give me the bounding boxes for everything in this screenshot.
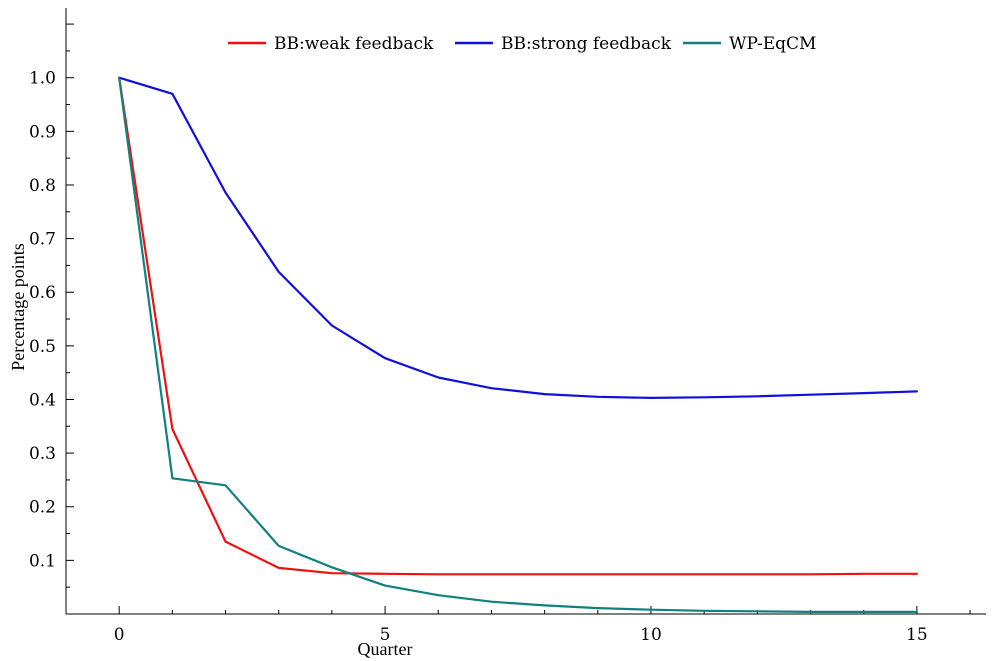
x-tick-label: 15	[906, 625, 928, 645]
legend-label-1: BB:weak feedback	[274, 34, 434, 54]
y-tick-label: 0.4	[29, 390, 56, 410]
x-tick-label: 5	[380, 625, 391, 645]
legend-label-3: WP-EqCM	[729, 34, 816, 54]
y-tick-label: 0.8	[29, 176, 56, 196]
y-tick-label: 0.5	[29, 337, 56, 357]
series-line-3	[118, 76, 919, 614]
legend-label-2: BB:strong feedback	[501, 34, 672, 54]
axes	[65, 8, 986, 615]
axis-ticks: 0 5 10 15 0.1 0.2 0.3 0.4 0.5 0.6 0.7 0.8 0.9 1.0	[29, 23, 971, 645]
series-line-1	[118, 76, 919, 576]
x-tick-label: 0	[114, 625, 125, 645]
y-tick-label: 0.6	[29, 283, 56, 303]
y-tick-label: 0.3	[29, 444, 56, 464]
y-tick-label: 1.0	[29, 69, 56, 89]
x-axis-label: Quarter	[358, 639, 413, 659]
y-axis-label: Percentage points	[8, 243, 28, 370]
legend: BB:weak feedback BB:strong feedback WP-EqC…	[228, 34, 816, 54]
y-tick-label: 0.1	[29, 551, 56, 571]
series-group	[118, 76, 919, 614]
x-tick-label: 10	[640, 625, 662, 645]
series-line-2	[118, 76, 919, 399]
y-tick-label: 0.7	[29, 230, 56, 250]
y-tick-label: 0.2	[29, 498, 56, 518]
y-tick-label: 0.9	[29, 122, 56, 142]
